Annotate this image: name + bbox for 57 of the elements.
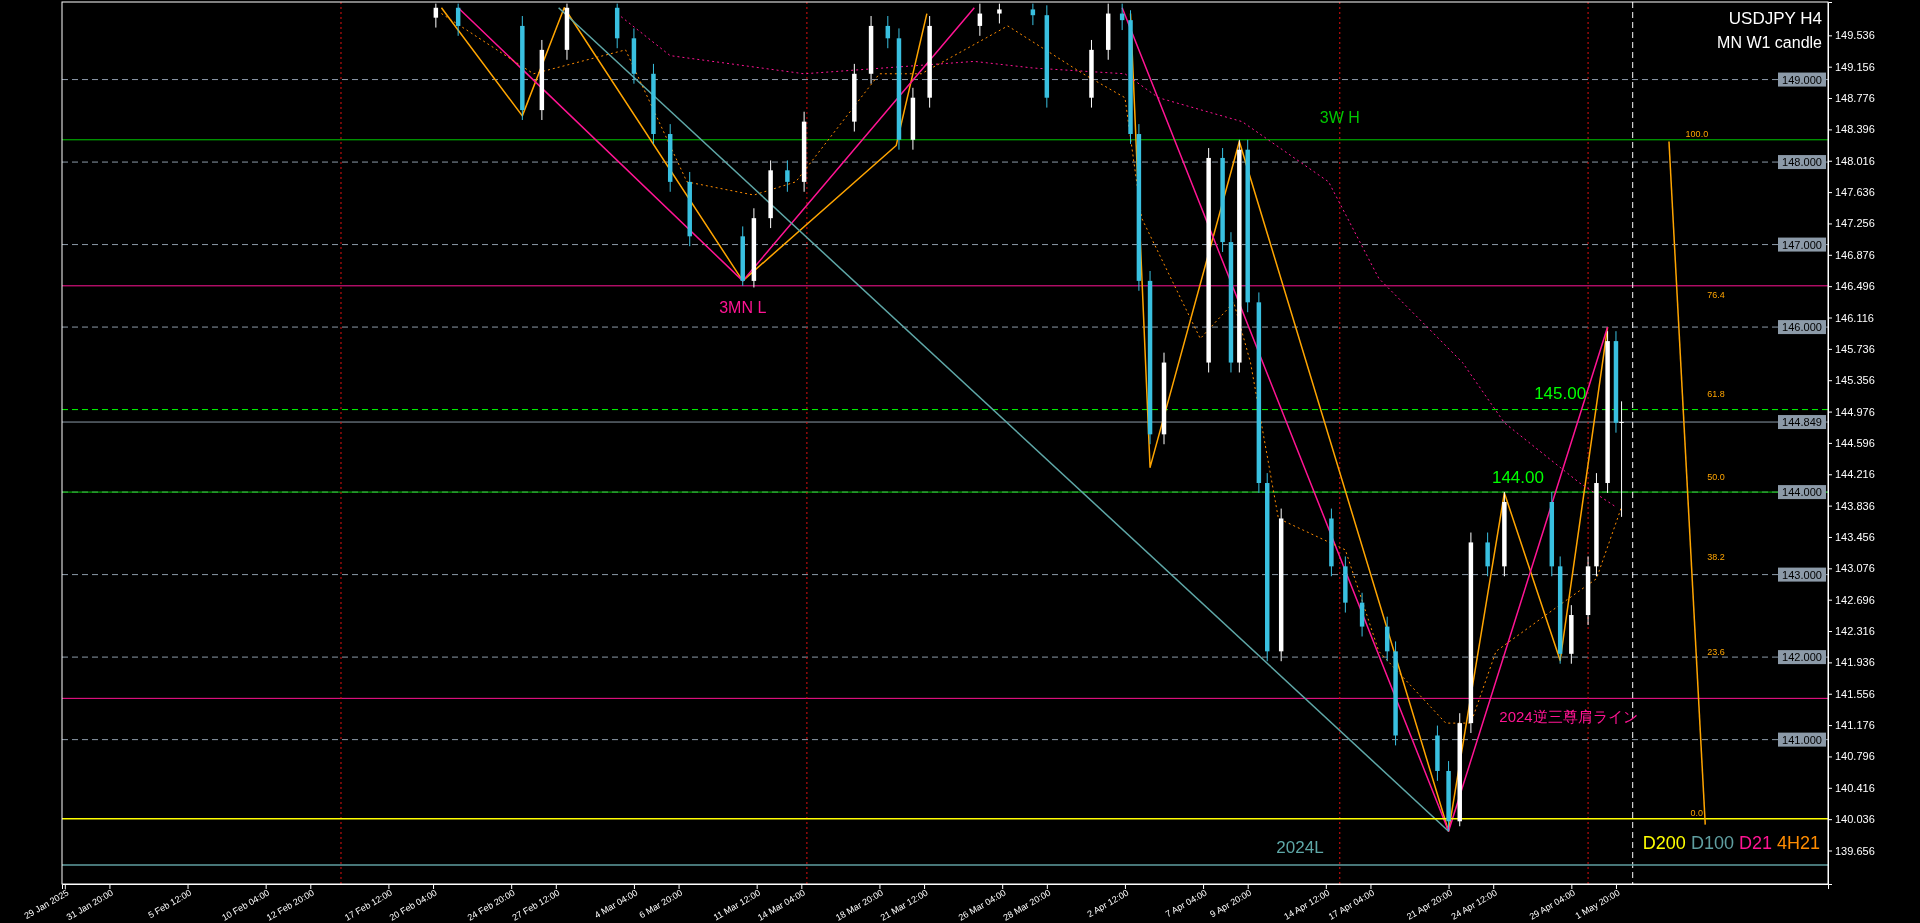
text: 4H21: [1771, 833, 1820, 853]
y-tick-label: 146.496: [1835, 280, 1875, 293]
text: D21: [1733, 833, 1772, 853]
ref-line-label: 147.000: [1782, 238, 1822, 251]
x-tick-label: 7 Apr 04:00: [1163, 887, 1209, 920]
series-label: D100: [1685, 833, 1734, 853]
y-tick-label: 146.116: [1835, 311, 1874, 324]
y-tick-label: 144.216: [1835, 468, 1875, 481]
ref-line-label: 143.000: [1782, 568, 1822, 581]
annotation: 3W H: [1319, 109, 1360, 127]
y-tick-label: 142.696: [1835, 593, 1875, 606]
x-tick-label: 4 Mar 04:00: [592, 887, 640, 921]
annotation: 100.0: [1685, 128, 1709, 139]
ref-line-label: 146.000: [1782, 321, 1822, 334]
y-tick-label: 147.256: [1835, 217, 1875, 230]
chart-title: USDJPY H4: [1728, 9, 1822, 28]
y-tick-label: 146.876: [1835, 248, 1875, 261]
y-tick-label: 140.036: [1835, 813, 1875, 826]
annotation: 23.6: [1707, 646, 1725, 657]
y-tick-label: 148.396: [1835, 123, 1875, 136]
annotation: 2024L: [1276, 837, 1324, 857]
y-tick-label: 141.176: [1835, 719, 1875, 732]
y-tick-label: 143.456: [1835, 531, 1875, 543]
y-tick-label: 149.156: [1835, 60, 1875, 73]
y-tick-label: 141.556: [1835, 687, 1875, 700]
y-tick-label: 144.596: [1835, 436, 1875, 449]
annotation: 144.00: [1491, 468, 1544, 488]
y-tick-label: 148.776: [1835, 92, 1875, 105]
ref-line-label: 144.000: [1782, 486, 1822, 499]
y-tick-label: 143.836: [1835, 499, 1875, 512]
y-tick-label: 140.796: [1835, 750, 1875, 763]
y-tick-label: 145.356: [1835, 374, 1875, 387]
annotation: 145.00: [1534, 383, 1587, 403]
y-tick-label: 149.536: [1835, 29, 1875, 42]
y-tick-label: 147.636: [1835, 186, 1875, 199]
annotation: 61.8: [1707, 388, 1725, 399]
annotation: 76.4: [1707, 289, 1725, 300]
y-tick-label: 141.936: [1835, 656, 1875, 669]
y-tick-label: 148.016: [1835, 154, 1875, 167]
y-tick-label: 139.656: [1835, 844, 1875, 857]
text: MN W1 candle: [1717, 34, 1823, 51]
annotation: 2024逆三尊肩ライン: [1499, 707, 1638, 725]
y-tick-label: 144.976: [1835, 405, 1875, 418]
annotation: 38.2: [1707, 552, 1725, 563]
series-label: D200: [1642, 833, 1686, 853]
ref-line-label: 144.849: [1782, 416, 1822, 429]
y-tick-label: 142.316: [1835, 625, 1875, 638]
y-tick-label: 143.076: [1835, 562, 1875, 575]
ref-line-label: 142.000: [1782, 651, 1822, 664]
ref-line-label: 149.000: [1782, 73, 1822, 86]
annotation: 0.0: [1690, 807, 1704, 818]
ref-line-label: 141.000: [1782, 733, 1822, 746]
annotation: 3MN L: [719, 299, 767, 317]
y-tick-label: 140.416: [1835, 781, 1875, 794]
y-tick-label: 145.736: [1835, 342, 1875, 355]
ref-line-label: 148.000: [1782, 156, 1822, 169]
annotation: 50.0: [1707, 471, 1725, 482]
